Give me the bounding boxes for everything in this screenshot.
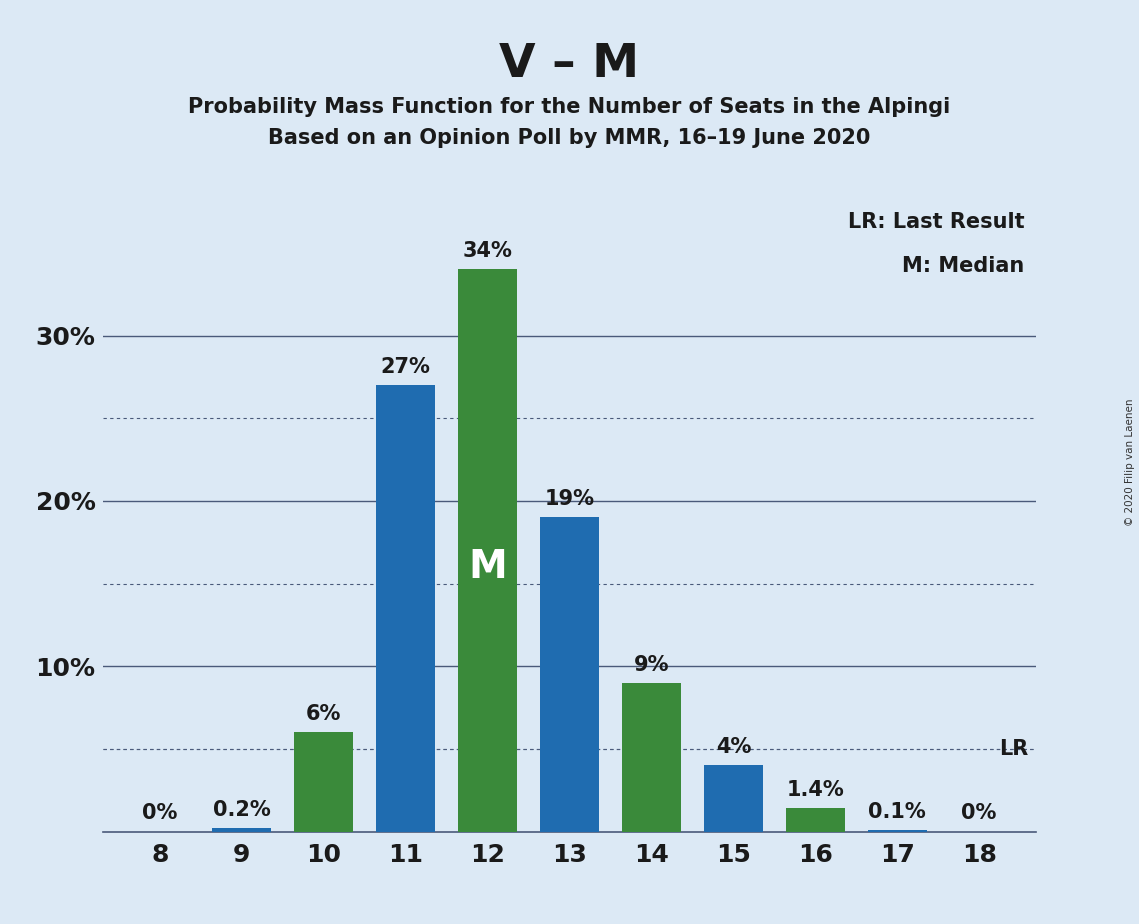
Bar xyxy=(622,683,681,832)
Bar xyxy=(786,808,845,832)
Text: M: M xyxy=(468,548,507,587)
Text: 0.1%: 0.1% xyxy=(868,802,926,821)
Text: M: Median: M: Median xyxy=(902,256,1024,276)
Bar xyxy=(294,733,353,832)
Bar xyxy=(212,828,271,832)
Bar xyxy=(704,765,763,832)
Bar xyxy=(868,830,927,832)
Text: 4%: 4% xyxy=(715,737,751,757)
Text: LR: LR xyxy=(999,739,1029,759)
Text: Probability Mass Function for the Number of Seats in the Alpingi: Probability Mass Function for the Number… xyxy=(188,97,951,117)
Text: 27%: 27% xyxy=(380,357,431,377)
Text: 0.2%: 0.2% xyxy=(213,800,271,820)
Text: 0%: 0% xyxy=(142,803,178,823)
Bar xyxy=(376,385,435,832)
Text: 0%: 0% xyxy=(961,803,997,823)
Text: 9%: 9% xyxy=(633,654,670,675)
Text: 34%: 34% xyxy=(462,241,513,261)
Text: Based on an Opinion Poll by MMR, 16–19 June 2020: Based on an Opinion Poll by MMR, 16–19 J… xyxy=(269,128,870,148)
Text: V – M: V – M xyxy=(499,42,640,87)
Text: LR: Last Result: LR: Last Result xyxy=(847,212,1024,232)
Text: 1.4%: 1.4% xyxy=(786,780,844,800)
Text: 19%: 19% xyxy=(544,489,595,509)
Text: 6%: 6% xyxy=(306,704,342,724)
Bar xyxy=(540,517,599,832)
Text: © 2020 Filip van Laenen: © 2020 Filip van Laenen xyxy=(1125,398,1134,526)
Bar xyxy=(458,270,517,832)
